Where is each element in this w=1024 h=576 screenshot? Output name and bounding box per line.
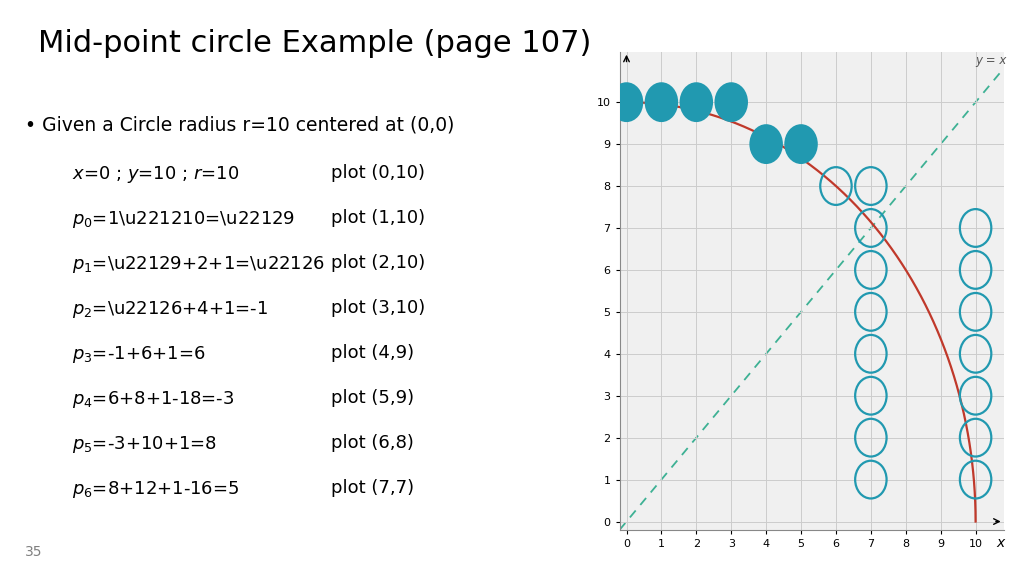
Circle shape bbox=[681, 84, 712, 121]
Text: $x$=0 ; $y$=10 ; $r$=10: $x$=0 ; $y$=10 ; $r$=10 bbox=[73, 164, 240, 185]
Text: $p_0$=1\u221210=\u22129: $p_0$=1\u221210=\u22129 bbox=[73, 209, 295, 230]
Text: • Given a Circle radius r=10 centered at (0,0): • Given a Circle radius r=10 centered at… bbox=[26, 115, 455, 134]
Text: $p_2$=\u22126+4+1=-1: $p_2$=\u22126+4+1=-1 bbox=[73, 299, 268, 320]
Circle shape bbox=[751, 125, 782, 163]
Text: x: x bbox=[996, 536, 1005, 550]
Text: plot (4,9): plot (4,9) bbox=[331, 344, 414, 362]
Text: Mid-point circle Example (page 107): Mid-point circle Example (page 107) bbox=[38, 29, 592, 58]
Circle shape bbox=[610, 84, 642, 121]
Text: $p_5$=-3+10+1=8: $p_5$=-3+10+1=8 bbox=[73, 434, 217, 454]
Text: $p_6$=8+12+1-16=5: $p_6$=8+12+1-16=5 bbox=[73, 479, 240, 499]
Text: $p_4$=6+8+1-18=-3: $p_4$=6+8+1-18=-3 bbox=[73, 389, 234, 410]
Text: $p_1$=\u22129+2+1=\u22126: $p_1$=\u22129+2+1=\u22126 bbox=[73, 254, 326, 275]
Circle shape bbox=[646, 84, 677, 121]
Text: 35: 35 bbox=[26, 545, 43, 559]
Text: plot (0,10): plot (0,10) bbox=[331, 164, 425, 182]
Text: y = x: y = x bbox=[976, 54, 1007, 67]
Text: plot (3,10): plot (3,10) bbox=[331, 299, 425, 317]
Text: plot (6,8): plot (6,8) bbox=[331, 434, 414, 452]
Text: plot (1,10): plot (1,10) bbox=[331, 209, 425, 227]
Text: plot (5,9): plot (5,9) bbox=[331, 389, 414, 407]
Text: plot (2,10): plot (2,10) bbox=[331, 254, 425, 272]
Circle shape bbox=[785, 125, 817, 163]
Text: plot (7,7): plot (7,7) bbox=[331, 479, 414, 497]
Circle shape bbox=[716, 84, 746, 121]
Text: $p_3$=-1+6+1=6: $p_3$=-1+6+1=6 bbox=[73, 344, 206, 365]
